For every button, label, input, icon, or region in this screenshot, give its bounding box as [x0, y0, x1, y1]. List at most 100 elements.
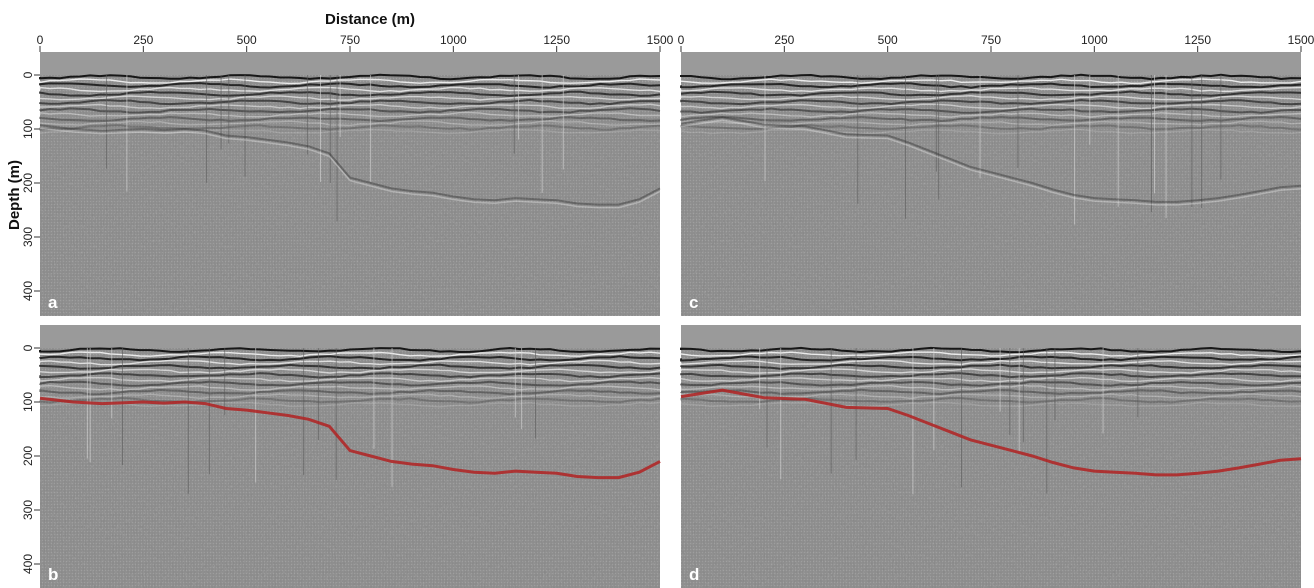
reflector-stripe	[680, 94, 1302, 101]
reflector-stripe	[680, 73, 1302, 81]
panel-c-deep-reflector	[680, 116, 1302, 206]
reflector-stripe	[680, 346, 1302, 354]
reflector-stripe	[680, 351, 1302, 357]
reflector-stripe	[680, 112, 1302, 118]
reflector-stripe	[39, 397, 661, 404]
reflector-stripe	[680, 103, 1302, 110]
reflector-stripe	[680, 397, 1302, 404]
y-axis-title: Depth (m)	[6, 160, 23, 230]
panel-a-water	[40, 52, 660, 75]
panel-a-letter: a	[48, 293, 58, 312]
panel-d-water	[681, 325, 1301, 348]
x-tick-label: 0	[678, 33, 685, 47]
panel-b: b	[39, 325, 661, 588]
reflector-stripe	[680, 384, 1302, 391]
reflector-stripe	[39, 351, 661, 358]
panel-b-horizon-line	[39, 396, 661, 480]
x-tick-label: 500	[237, 33, 257, 47]
reflector-stripe	[680, 401, 1302, 408]
x-axis-title: Distance (m)	[325, 11, 415, 28]
reflector-stripe	[39, 346, 661, 354]
reflector-stripe	[39, 107, 661, 114]
reflector-stripe	[680, 115, 1302, 123]
reflector-stripe	[39, 103, 661, 110]
y-tick-label: 300	[21, 227, 35, 247]
panel-d: d	[680, 325, 1302, 588]
y-tick-label: 100	[21, 392, 35, 412]
panel-c-x-ticks: 0 250 500 750 1000 1250 1500	[678, 33, 1314, 52]
reflector-stripe	[39, 120, 661, 127]
reflector-stripe	[680, 90, 1302, 97]
reflector-stripe	[680, 355, 1302, 362]
x-tick-label: 1000	[1081, 33, 1108, 47]
panel-b-letter: b	[48, 565, 58, 584]
x-tick-label: 750	[981, 33, 1001, 47]
y-tick-label: 400	[21, 554, 35, 574]
reflector-stripe	[680, 98, 1302, 106]
reflector-stripe	[680, 372, 1302, 379]
reflector-stripe	[39, 86, 661, 93]
deep-reflector-dark	[39, 124, 661, 206]
panel-b-water	[40, 325, 660, 348]
y-tick-label: 200	[21, 446, 35, 466]
y-tick-label: 0	[21, 71, 35, 78]
reflector-stripe	[39, 376, 661, 383]
reflector-stripe	[680, 388, 1302, 396]
reflector-stripe	[39, 98, 661, 106]
reflector-stripe	[39, 78, 661, 85]
reflector-stripe	[680, 120, 1302, 127]
panel-c-water	[681, 52, 1301, 75]
deep-reflector-light	[680, 119, 1302, 206]
deep-reflector-light	[39, 127, 661, 209]
reflector-stripe	[39, 90, 661, 97]
y-tick-label: 200	[21, 173, 35, 193]
reflector-stripe	[680, 363, 1302, 370]
panel-d-texture	[681, 325, 1301, 588]
panel-d-reflectors	[680, 346, 1302, 495]
x-tick-label: 250	[774, 33, 794, 47]
x-tick-label: 1250	[1184, 33, 1211, 47]
reflector-stripe	[680, 124, 1302, 131]
reflector-stripe	[680, 359, 1302, 366]
deep-reflector-dark	[680, 116, 1302, 203]
panel-c: c	[680, 52, 1302, 316]
panel-d-letter: d	[689, 565, 699, 584]
reflector-stripe	[680, 376, 1302, 383]
reflector-stripe	[39, 368, 661, 374]
panel-a: a	[39, 52, 661, 316]
reflector-stripe	[39, 95, 661, 101]
panel-a-deep-reflector	[39, 124, 661, 209]
reflector-stripe	[680, 86, 1302, 93]
reflector-stripe	[39, 388, 661, 396]
panel-a-x-ticks: 0 250 500 750 1000 1250 1500	[37, 33, 674, 52]
x-tick-label: 750	[340, 33, 360, 47]
x-tick-label: 0	[37, 33, 44, 47]
reflector-stripe	[680, 82, 1302, 89]
reflector-stripe	[680, 107, 1302, 114]
x-tick-label: 500	[878, 33, 898, 47]
reflector-stripe	[39, 372, 661, 379]
panel-a-y-ticks: 0 100 200 300 400	[21, 71, 40, 301]
reflector-stripe	[680, 128, 1302, 135]
reflector-stripe	[39, 355, 661, 362]
reflector-stripe	[39, 401, 661, 408]
reflector-stripe	[680, 78, 1302, 85]
reflector-stripe	[39, 393, 661, 400]
reflector-stripe	[39, 384, 661, 391]
y-tick-label: 100	[21, 119, 35, 139]
reflector-stripe	[39, 111, 660, 118]
x-tick-label: 1500	[647, 33, 674, 47]
reflector-stripe	[39, 128, 660, 135]
panel-b-y-ticks: 0 100 200 300 400	[21, 344, 40, 574]
y-tick-label: 400	[21, 281, 35, 301]
reflector-stripe	[39, 73, 661, 81]
reflector-stripe	[680, 368, 1302, 374]
reflector-stripe	[39, 380, 661, 387]
panel-a-reflectors	[39, 73, 661, 222]
x-tick-label: 1250	[543, 33, 570, 47]
panel-c-letter: c	[689, 293, 698, 312]
x-tick-label: 1500	[1288, 33, 1314, 47]
y-tick-label: 0	[21, 344, 35, 351]
panel-b-reflectors	[39, 346, 661, 494]
